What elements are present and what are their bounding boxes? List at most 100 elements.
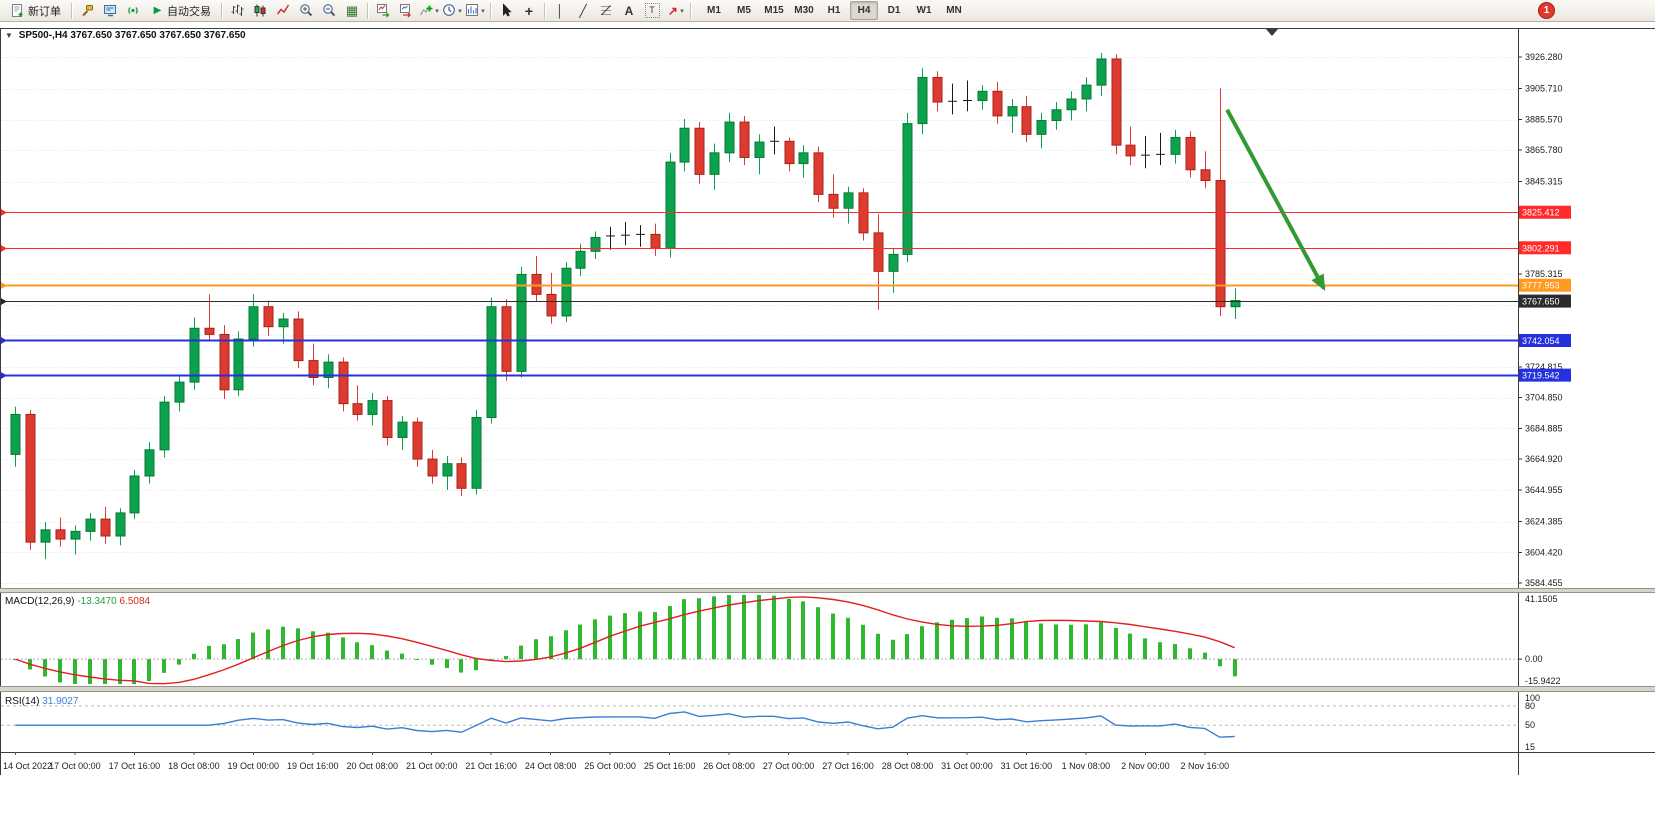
timeframe-button-M15[interactable]: M15: [764, 5, 784, 16]
time-axis-label: 17 Oct 16:00: [109, 761, 161, 771]
candle: [189, 327, 200, 383]
macd-histogram-bar: [1188, 648, 1192, 660]
macd-histogram-bar: [445, 659, 449, 669]
candle: [159, 401, 170, 451]
macd-histogram-bar: [816, 607, 820, 660]
candle: [561, 267, 572, 317]
macd-histogram-bar: [920, 626, 924, 660]
trend-arrow: [1225, 108, 1326, 291]
macd-histogram-bar: [534, 639, 538, 660]
timeframe-button-M1[interactable]: M1: [707, 5, 721, 16]
chart-shift-button[interactable]: [395, 0, 417, 21]
templates-button[interactable]: ▾: [464, 0, 486, 21]
timeframe-button-MN[interactable]: MN: [946, 5, 962, 16]
rsi-axis-label: 80: [1525, 701, 1535, 711]
crosshair-button[interactable]: +: [518, 0, 540, 21]
macd-histogram-bar: [326, 632, 330, 660]
macd-histogram-bar: [266, 629, 270, 660]
signals-button[interactable]: [122, 0, 144, 21]
candle: [338, 361, 349, 405]
candle: [1125, 144, 1136, 157]
cursor-button[interactable]: [495, 0, 517, 21]
new-order-button[interactable]: 新订单: [4, 1, 67, 20]
timeframe-button-M5[interactable]: M5: [737, 5, 751, 16]
terminal-button[interactable]: [99, 0, 121, 21]
price-line-badge: [1519, 294, 1571, 308]
line-chart-icon: [276, 4, 289, 15]
candle: [248, 306, 259, 340]
price-axis-label: 3624.385: [1525, 517, 1563, 527]
candle: [1185, 136, 1196, 171]
text-tool-button[interactable]: A: [618, 0, 640, 21]
macd-histogram-bar: [1010, 618, 1014, 660]
horizontal-price-lines[interactable]: [0, 208, 1518, 380]
candle: [100, 518, 111, 537]
time-axis-label: 25 Oct 16:00: [644, 761, 696, 771]
line-left-marker: [0, 281, 7, 290]
candle: [486, 306, 497, 419]
notification-badge[interactable]: 1: [1538, 2, 1555, 19]
clock-icon: [443, 4, 456, 16]
timeframe-button-H1[interactable]: H1: [827, 5, 841, 16]
zoom-in-button[interactable]: [295, 0, 317, 21]
macd-histogram-bar: [1024, 621, 1028, 660]
candlestick-chart[interactable]: 3926.280 3905.710 3885.570 3865.780 3845.315…: [0, 22, 1655, 821]
macd-histogram-bar: [593, 619, 597, 660]
candlestick-chart-button[interactable]: [249, 0, 271, 21]
metaeditor-button[interactable]: [76, 0, 98, 21]
arrows-tool-button[interactable]: ↗ ▾: [664, 0, 686, 21]
candle: [323, 361, 334, 379]
candle: [828, 193, 839, 209]
candle: [1215, 180, 1226, 308]
hammer-icon: [81, 5, 93, 17]
timeframe-button-W1[interactable]: W1: [916, 5, 932, 16]
candle: [129, 475, 140, 514]
candle: [531, 273, 542, 295]
macd-name: MACD(12,26,9): [5, 596, 75, 607]
dropdown-caret-icon: ▾: [435, 7, 439, 15]
time-axis-label: 27 Oct 16:00: [822, 761, 874, 771]
macd-histogram-bar: [1203, 652, 1207, 660]
macd-histogram-bar: [861, 624, 865, 660]
macd-histogram-bar: [236, 639, 240, 660]
annotations[interactable]: [1225, 108, 1326, 291]
bar-chart-button[interactable]: [226, 0, 248, 21]
one-click-trading-icon[interactable]: ▼: [5, 31, 13, 40]
time-axis-label: 26 Oct 08:00: [703, 761, 755, 771]
vertical-line-tool-button[interactable]: │: [549, 0, 571, 21]
macd-histogram-bar: [400, 653, 404, 660]
label-tool-button[interactable]: T: [641, 0, 663, 21]
tile-windows-button[interactable]: ▦: [341, 0, 363, 21]
candle: [679, 127, 690, 163]
price-line-badge-label: 3777.953: [1522, 281, 1560, 291]
candle: [233, 338, 244, 391]
macd-histogram-bar: [385, 650, 389, 660]
periods-button[interactable]: ▾: [441, 0, 463, 21]
timeframe-button-D1[interactable]: D1: [887, 5, 901, 16]
time-axis-label: 25 Oct 00:00: [584, 761, 636, 771]
zoom-out-button[interactable]: [318, 0, 340, 21]
line-left-marker: [0, 336, 7, 345]
line-chart-button[interactable]: [272, 0, 294, 21]
macd-histogram-bar: [950, 619, 954, 660]
auto-scroll-button[interactable]: [372, 0, 394, 21]
price-line-badge: [1519, 333, 1571, 347]
macd-histogram-bar: [1128, 633, 1132, 660]
macd-histogram-bar: [519, 645, 523, 660]
fibonacci-tool-button[interactable]: [595, 0, 617, 21]
timeframe-button-H4[interactable]: H4: [850, 1, 878, 20]
trendline-tool-button[interactable]: ╱: [572, 0, 594, 21]
indicators-button[interactable]: ▾: [418, 0, 440, 21]
time-axis-label: 1 Nov 08:00: [1062, 761, 1111, 771]
macd-histogram-bar: [251, 632, 255, 660]
macd-histogram-bar: [88, 659, 92, 684]
zoom-in-icon: [299, 4, 312, 17]
macd-histogram-bar: [891, 639, 895, 660]
macd-histogram-bar: [772, 595, 776, 660]
macd-histogram-bar: [638, 611, 642, 660]
macd-histogram-bar: [697, 598, 701, 660]
candle: [501, 306, 512, 372]
timeframe-button-M30[interactable]: M30: [794, 5, 814, 16]
autotrade-button[interactable]: ▶ 自动交易: [145, 1, 217, 20]
chart-area[interactable]: 3926.280 3905.710 3885.570 3865.780 3845.315…: [0, 22, 1655, 821]
